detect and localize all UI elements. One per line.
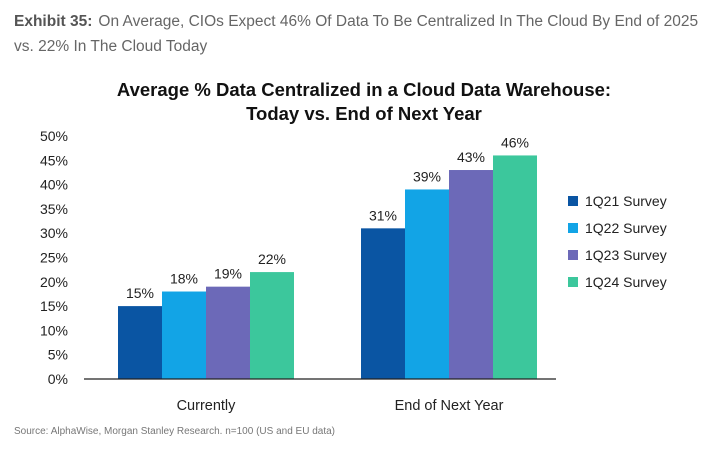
legend-label: 1Q21 Survey: [585, 193, 667, 209]
y-tick-label: 25%: [40, 250, 68, 266]
chart-title-line-1: Average % Data Centralized in a Cloud Da…: [117, 79, 611, 100]
exhibit-label: Exhibit 35:: [14, 13, 93, 30]
legend-label: 1Q22 Survey: [585, 220, 667, 236]
y-tick-label: 10%: [40, 322, 68, 338]
y-tick-label: 15%: [40, 298, 68, 314]
bar: [449, 170, 493, 379]
exhibit-text: On Average, CIOs Expect 46% Of Data To B…: [14, 13, 699, 55]
data-label: 43%: [457, 149, 485, 165]
y-tick-label: 50%: [40, 128, 68, 144]
bar: [405, 189, 449, 379]
legend-label: 1Q23 Survey: [585, 247, 667, 263]
y-tick-label: 40%: [40, 177, 68, 193]
y-tick-label: 5%: [48, 347, 68, 363]
y-tick-label: 20%: [40, 274, 68, 290]
x-axis: Currently End of Next Year: [84, 378, 556, 414]
x-category-label: End of Next Year: [395, 398, 504, 414]
data-label: 19%: [214, 266, 242, 282]
data-label: 31%: [369, 207, 397, 223]
bar: [162, 291, 206, 379]
legend-swatch: [568, 196, 578, 206]
y-tick-label: 35%: [40, 201, 68, 217]
y-tick-label: 30%: [40, 225, 68, 241]
bars: [118, 155, 537, 379]
legend-swatch: [568, 250, 578, 260]
y-tick-label: 0%: [48, 371, 68, 387]
data-label: 22%: [258, 251, 286, 267]
bar: [361, 228, 405, 379]
legend-swatch: [568, 223, 578, 233]
legend-swatch: [568, 277, 578, 287]
bar-chart: Average % Data Centralized in a Cloud Da…: [40, 79, 667, 414]
data-labels: 15% 18% 19% 22% 31% 39% 43% 46%: [126, 134, 529, 301]
legend-label: 1Q24 Survey: [585, 274, 667, 290]
y-tick-label: 45%: [40, 152, 68, 168]
bar: [493, 155, 537, 379]
legend: 1Q21 Survey 1Q22 Survey 1Q23 Survey 1Q24 Su…: [568, 193, 667, 290]
data-label: 46%: [501, 134, 529, 150]
y-axis: 0% 5% 10% 15% 20% 25% 30% 35% 40% 45% 50%: [40, 128, 68, 387]
source-note: Source: AlphaWise, Morgan Stanley Resear…: [14, 426, 336, 437]
data-label: 15%: [126, 285, 154, 301]
bar: [250, 272, 294, 379]
chart-title-line-2: Today vs. End of Next Year: [246, 103, 482, 124]
data-label: 18%: [170, 271, 198, 287]
exhibit-caption: Exhibit 35: On Average, CIOs Expect 46% O…: [14, 9, 714, 59]
bar: [118, 306, 162, 379]
x-category-label: Currently: [177, 398, 237, 414]
bar: [206, 286, 250, 379]
data-label: 39%: [413, 168, 441, 184]
